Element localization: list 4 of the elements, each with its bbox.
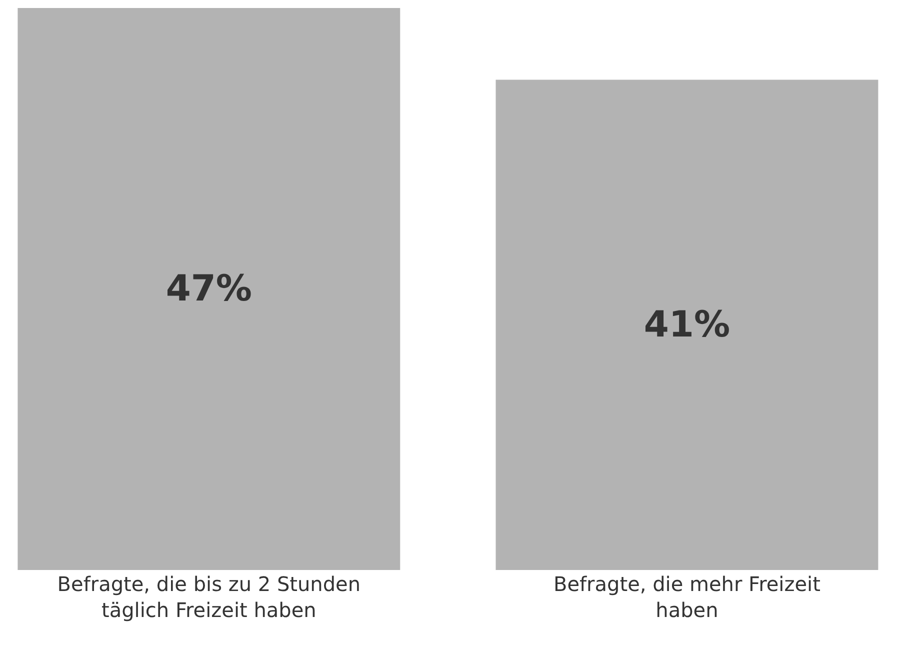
data-label: 47% — [166, 268, 252, 310]
x-tick-label: Befragte, die mehr Freizeit haben — [553, 572, 821, 622]
x-tick-label: Befragte, die bis zu 2 Stunden täglich Freizeit haben — [57, 572, 361, 622]
data-label: 41% — [644, 304, 730, 346]
